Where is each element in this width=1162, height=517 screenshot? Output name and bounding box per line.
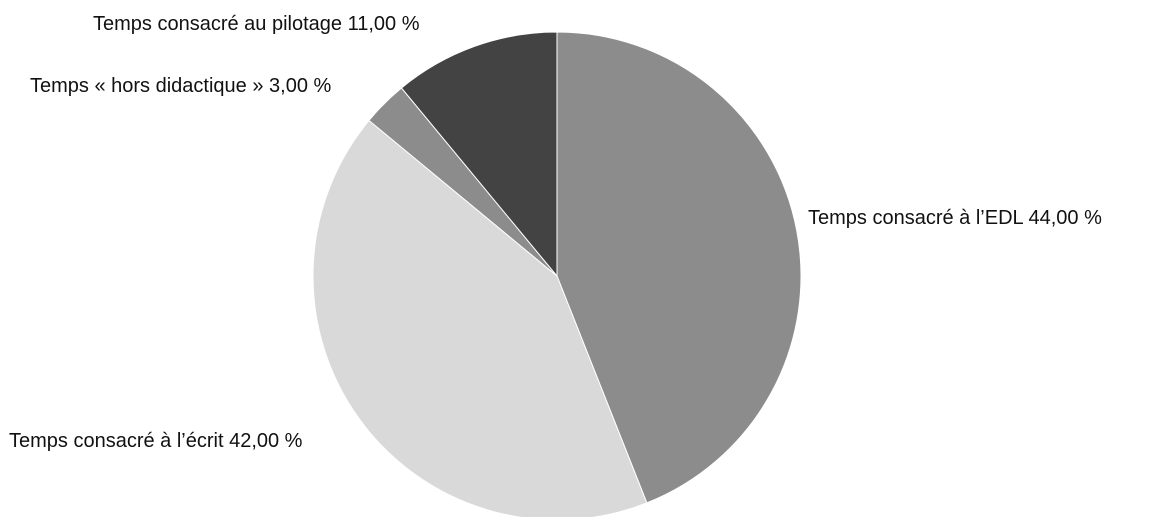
slice-label-hors-didactique: Temps « hors didactique » 3,00 % bbox=[30, 75, 332, 97]
slice-pilotage bbox=[400, 31, 558, 278]
slice-label-pilotage: Temps consacré au pilotage 11,00 % bbox=[93, 13, 420, 35]
slice-label-edl: Temps consacré à l’EDL 44,00 % bbox=[808, 207, 1102, 229]
slice-ecrit bbox=[312, 119, 648, 517]
pie-slices bbox=[312, 31, 802, 517]
slice-edl bbox=[556, 31, 802, 504]
slice-label-ecrit: Temps consacré à l’écrit 42,00 % bbox=[9, 430, 303, 452]
pie-labels: Temps consacré à l’EDL 44,00 % Temps con… bbox=[9, 13, 1102, 452]
